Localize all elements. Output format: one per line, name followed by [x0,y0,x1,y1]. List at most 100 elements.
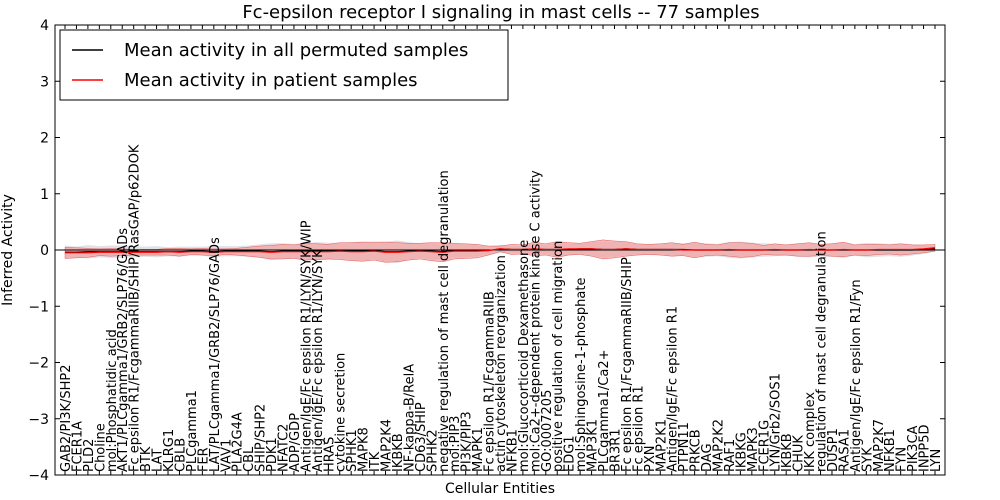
confidence-bands [64,239,936,263]
category-label: ADP/GDP [288,413,303,472]
chart-title: Fc-epsilon receptor I signaling in mast … [242,2,759,23]
category-label: SYK [860,447,875,472]
category-label: Fc epsilon R1/FcgammaRIIB/SHIP [620,257,635,472]
legend: Mean activity in all permuted samples Me… [59,29,509,101]
category-label: PDK1 [265,437,280,472]
y-axis-ticks: −4 −3 −2 −1 0 1 2 3 4 [28,18,945,484]
category-label: PIK3CA [906,425,921,472]
category-label: CHUK [792,435,807,472]
category-label: SPHK2 [425,429,440,472]
category-labels: GAB2/PI3K/SHP2FCER1APLD2Cholinemol:Phosp… [59,144,944,472]
y-tick-label: −1 [28,299,49,315]
band-patient [64,239,936,263]
category-label: Fc epsilon R1 [631,385,646,472]
category-label: Choline [93,423,108,472]
category-label: PLCgamma1 [185,390,200,472]
category-label: NF-kappa-B/RelA [402,364,417,472]
category-label: NFKB1 [505,429,520,472]
category-label: HRAS [322,437,337,472]
category-label: SPHK1 [345,429,360,472]
category-label: AKT1/PLCgamma1/GRB2/SLP76/GADs [116,228,131,472]
category-label: INPP5D [918,424,933,472]
category-label: FYN [895,447,910,472]
category-label: MAP2K7 [872,419,887,472]
category-label: Fc epsilon R1/FcgammaRIIB/SHIP/RasGAP/p6… [128,144,143,472]
category-label: PRKCB [689,429,704,472]
category-label: actin cytoskeleton reorganization [494,255,509,472]
y-axis-label: Inferred Activity [0,194,16,306]
category-label: PI3K/PIP3 [460,411,475,472]
category-label: negative regulation of mast cell degranu… [437,170,452,472]
category-label: NFKB1 [883,429,898,472]
category-label: GAB2/PI3K/SHP2 [59,364,74,472]
category-label: GO:0007205 [540,390,555,472]
category-label: BR3R1 [608,428,623,472]
category-label: EDG1 [563,435,578,472]
series-line-patient [65,247,936,254]
category-label: LYN/Grb2/SOS1 [769,373,784,472]
category-label: Antigen/IgE/Fc epsilon R1/Fyn [849,279,864,472]
category-label: CBL [242,446,257,472]
legend-box [59,29,509,101]
y-tick-label: −2 [28,356,49,372]
category-label: MAPK1 [471,427,486,472]
x-axis-label: Cellular Entities [445,481,555,497]
y-tick-label: 1 [40,187,49,203]
category-label: cytokine secretion [334,353,349,472]
category-label: PXN [643,446,658,472]
y-tick-label: 2 [40,131,49,147]
category-label: mol:Glucocorticoid Dexamethasone [517,240,532,472]
category-label: CBLB [173,438,188,472]
category-label: Antigen/IgE/Fc epsilon R1/LYN/SYK [311,249,326,472]
category-label: mol:PIP3 [448,416,463,472]
category-label: MAPK3 [746,427,761,472]
category-label: FCER1A [70,421,85,472]
category-label: MAP2K2 [712,419,727,472]
category-label: MAP2K1 [654,419,669,472]
category-label: BTK [139,446,154,472]
category-label: LAT [151,449,166,472]
category-label: NFATC2 [277,424,292,472]
legend-label-permuted: Mean activity in all permuted samples [124,40,468,61]
x-ticks [64,25,936,475]
category-label: ITK [368,451,383,472]
category-label: regulation of mast cell degranulation [815,231,830,472]
category-label: IKK complex [803,392,818,472]
y-tick-label: −4 [28,468,49,484]
category-label: MAPK8 [357,427,372,472]
y-tick-label: 0 [40,243,49,259]
category-label: Fc epsilon R1/FcgammaRIIB [483,291,498,472]
category-label: IKBKG [734,432,749,472]
category-label: VAV1 [219,439,234,472]
category-label: IKBKB [391,433,406,472]
category-label: DAG [700,443,715,472]
category-label: mol:Ca2+-dependent protein kinase C acti… [528,170,543,472]
y-tick-label: 4 [40,18,49,34]
category-label: PLCgamma1/Ca2+ [597,349,612,472]
category-label: PLA2G4A [231,412,246,472]
category-label: Antigen/IgE/Fc epsilon R1 [666,306,681,472]
category-label: IKBKB [780,433,795,472]
category-label: Antigen/IgE/Fc epsilon R1/LYN/SYK/WIP [299,220,314,472]
category-label: positive regulation of cell migration [551,241,566,472]
y-tick-label: −3 [28,412,49,428]
category-label: LYN [929,449,944,472]
category-label: mol:Phosphatidic acid [105,329,120,472]
category-label: SHIP/SHP2 [254,404,269,472]
category-label: MAP3K1 [586,419,601,472]
category-label: RASA1 [837,429,852,472]
category-label: mol:Sphingosine-1-phosphate [574,278,589,472]
category-label: MAP2K4 [380,419,395,472]
category-label: CD63/SHIP [414,402,429,472]
category-label: FCER1G [757,420,772,472]
category-label: FER [196,447,211,472]
legend-label-patient: Mean activity in patient samples [124,70,418,91]
category-label: LAT/PLCgamma1/GRB2/SLP76/GADs [208,237,223,472]
category-label: DUSP1 [826,428,841,472]
y-tick-label: 3 [40,74,49,90]
category-label: PTPN11 [677,422,692,472]
series-lines [65,247,936,254]
category-label: PLD2 [82,439,97,472]
category-label: RAF1 [723,439,738,472]
category-label: KLRG1 [162,429,177,472]
